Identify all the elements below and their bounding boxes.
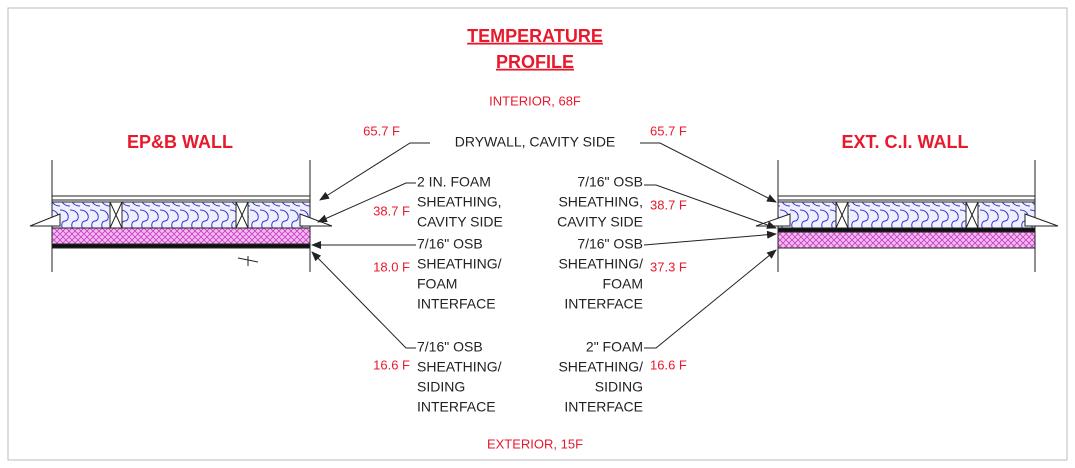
temperature: 18.0 F [373, 259, 410, 274]
frame [7, 7, 1068, 461]
temperature: 38.7 F [650, 197, 687, 212]
layer-label: SHEATHING/ [558, 359, 643, 375]
leader-arrows [311, 142, 777, 349]
interior-label: INTERIOR, 68F [489, 93, 581, 108]
temperature: 16.6 F [373, 357, 410, 372]
layer-label: 2" FOAM [586, 339, 643, 355]
left-wall [29, 160, 333, 272]
temperature: 16.6 F [650, 357, 687, 372]
layer-label: FOAM [417, 276, 457, 292]
exterior-label: EXTERIOR, 15F [487, 436, 583, 451]
temperature: 37.3 F [650, 259, 687, 274]
drywall-label: DRYWALL, CAVITY SIDE [455, 134, 616, 150]
layer-label: 7/16" OSB [577, 236, 643, 252]
layer-label: 7/16" OSB [577, 174, 643, 190]
layer-label: 2 IN. FOAM [417, 174, 491, 190]
title-line: TEMPERATURE [467, 26, 603, 46]
layer-label: SHEATHING, [417, 194, 502, 210]
wall-title: EXT. C.I. WALL [841, 132, 968, 152]
layer-label: SIDING [417, 379, 465, 395]
layer-label: INTERFACE [564, 296, 643, 312]
layer-label: CAVITY SIDE [417, 214, 503, 230]
temperature: 65.7 F [650, 123, 687, 138]
layer-label: FOAM [603, 276, 643, 292]
layer-labels: 2 IN. FOAM SHEATHING, CAVITY SIDE 7/16" OSB… [363, 123, 687, 414]
layer-label: SHEATHING/ [558, 256, 643, 272]
layer-label: SHEATHING/ [417, 256, 502, 272]
layer-label: SHEATHING/ [417, 359, 502, 375]
temperature: 65.7 F [363, 123, 400, 138]
layer-label: INTERFACE [564, 399, 643, 415]
title-line: PROFILE [496, 52, 574, 72]
layer-label: INTERFACE [417, 296, 496, 312]
wall-title: EP&B WALL [127, 132, 233, 152]
layer-label: SHEATHING, [558, 194, 643, 210]
layer-label: 7/16" OSB [417, 339, 483, 355]
layer-label: CAVITY SIDE [557, 214, 643, 230]
layer-label: SIDING [595, 379, 643, 395]
layer-label: INTERFACE [417, 399, 496, 415]
right-wall [755, 160, 1059, 272]
temperature: 38.7 F [373, 203, 410, 218]
layer-label: 7/16" OSB [417, 236, 483, 252]
